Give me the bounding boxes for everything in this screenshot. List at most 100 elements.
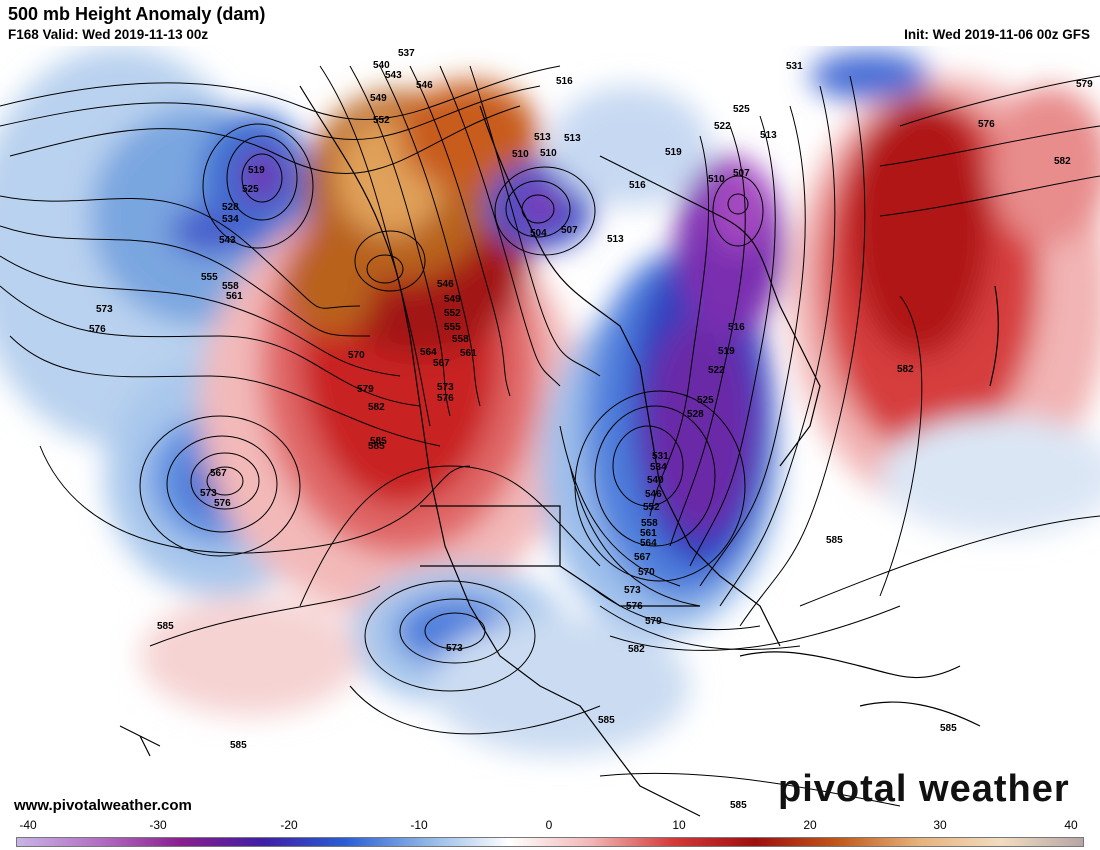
contour-label: 513 (760, 130, 777, 141)
colorbar-tick: 0 (545, 818, 553, 832)
contour-label: 549 (444, 294, 461, 305)
contour-label: 558 (222, 281, 239, 292)
contour-label: 546 (645, 489, 662, 500)
map-header: 500 mb Height Anomaly (dam) F168 Valid: … (0, 0, 1100, 46)
colorbar-tick: -10 (410, 818, 428, 832)
contour-label: 567 (210, 468, 227, 479)
colorbar-tick: 10 (672, 818, 686, 832)
contour-label: 534 (650, 462, 667, 473)
contour-label: 579 (645, 616, 662, 627)
contour-label: 531 (652, 451, 669, 462)
contour-label: 525 (242, 184, 259, 195)
anomaly-map: 537 540 543 546 549 552 516 513 510 519 … (0, 46, 1100, 818)
contour-label: 576 (89, 324, 106, 335)
contour-label: 585 (826, 535, 843, 546)
contour-label: 582 (368, 402, 385, 413)
contour-label: 585 (230, 740, 247, 751)
contour-label: 567 (634, 552, 651, 563)
contour-label: 519 (665, 147, 682, 158)
colorbar-tick: 30 (933, 818, 947, 832)
contour-label: 543 (385, 70, 402, 81)
colorbar-tick: 20 (803, 818, 817, 832)
contour-label: 585 (730, 800, 747, 811)
contour-label: 546 (416, 80, 433, 91)
contour-label: 507 (561, 225, 578, 236)
contour-label: 576 (626, 601, 643, 612)
contour-label: 582 (628, 644, 645, 655)
contour-label: 519 (248, 165, 265, 176)
contour-label: 558 (641, 518, 658, 529)
contour-label: 561 (460, 348, 477, 359)
contour-label: 525 (697, 395, 714, 406)
contour-label: 510 (512, 149, 529, 160)
colorbar-ticks: -40 -30 -20 -10 0 10 20 30 40 (0, 818, 1100, 836)
contour-label: 570 (348, 350, 365, 361)
contour-label: 549 (370, 93, 387, 104)
contour-label: 504 (530, 228, 547, 239)
colorbar-tick: -20 (280, 818, 298, 832)
contour-label: 522 (708, 365, 725, 376)
contour-label: 582 (897, 364, 914, 375)
contour-label: 546 (437, 279, 454, 290)
contour-label: 552 (444, 308, 461, 319)
contour-label: 537 (398, 48, 415, 59)
contour-label: 513 (534, 132, 551, 143)
contour-label: 564 (640, 538, 657, 549)
contour-label: 513 (607, 234, 624, 245)
contour-label: 528 (222, 202, 239, 213)
website-label: www.pivotalweather.com (14, 797, 192, 814)
contour-label: 534 (222, 214, 239, 225)
contour-label: 522 (714, 121, 731, 132)
coastlines (119, 85, 999, 817)
contour-label: 564 (420, 347, 437, 358)
contour-label: 573 (200, 488, 217, 499)
contour-label: 585 (157, 621, 174, 632)
contour-label: 576 (978, 119, 995, 130)
contour-label: 516 (629, 180, 646, 191)
brand-logo: pivotal weather (778, 768, 1070, 810)
contour-labels: 537 540 543 546 549 552 516 513 510 519 … (89, 48, 1093, 811)
contour-label: 573 (446, 643, 463, 654)
contour-label: 528 (687, 409, 704, 420)
contour-label: 555 (444, 322, 461, 333)
map-canvas: 537 540 543 546 549 552 516 513 510 519 … (0, 46, 1100, 818)
contour-label: 510 (708, 174, 725, 185)
contour-label: 573 (624, 585, 641, 596)
contour-label: 516 (556, 76, 573, 87)
contour-label: 585 (370, 436, 387, 447)
colorbar-tick: -30 (149, 818, 167, 832)
contour-label: 552 (373, 115, 390, 126)
contour-label: 543 (219, 235, 236, 246)
contour-label: 570 (638, 567, 655, 578)
contour-label: 585 (598, 715, 615, 726)
contour-label: 579 (357, 384, 374, 395)
contour-label: 552 (643, 502, 660, 513)
map-title: 500 mb Height Anomaly (dam) (8, 4, 266, 24)
contour-label: 513 (564, 133, 581, 144)
contour-label: 585 (940, 723, 957, 734)
contour-label: 507 (733, 168, 750, 179)
colorbar (16, 837, 1084, 847)
contour-label: 579 (1076, 79, 1093, 90)
contour-label: 561 (226, 291, 243, 302)
contour-label: 573 (96, 304, 113, 315)
contour-label: 558 (452, 334, 469, 345)
contour-label: 585 (368, 441, 385, 452)
contour-label: 582 (1054, 156, 1071, 167)
contour-label: 516 (728, 322, 745, 333)
contour-label: 576 (214, 498, 231, 509)
init-time: Init: Wed 2019-11-06 00z GFS (904, 27, 1090, 42)
contour-label: 540 (373, 60, 390, 71)
contour-label: 561 (640, 528, 657, 539)
valid-time: F168 Valid: Wed 2019-11-13 00z (8, 27, 209, 42)
colorbar-tick: 40 (1064, 818, 1078, 832)
height-contours (0, 65, 1100, 807)
contour-label: 573 (437, 382, 454, 393)
contour-label: 519 (718, 346, 735, 357)
contour-label: 555 (201, 272, 218, 283)
contour-label: 576 (437, 393, 454, 404)
contour-label: 567 (433, 358, 450, 369)
colorbar-tick: -40 (19, 818, 37, 832)
contour-label: 540 (647, 475, 664, 486)
contour-label: 531 (786, 61, 803, 72)
